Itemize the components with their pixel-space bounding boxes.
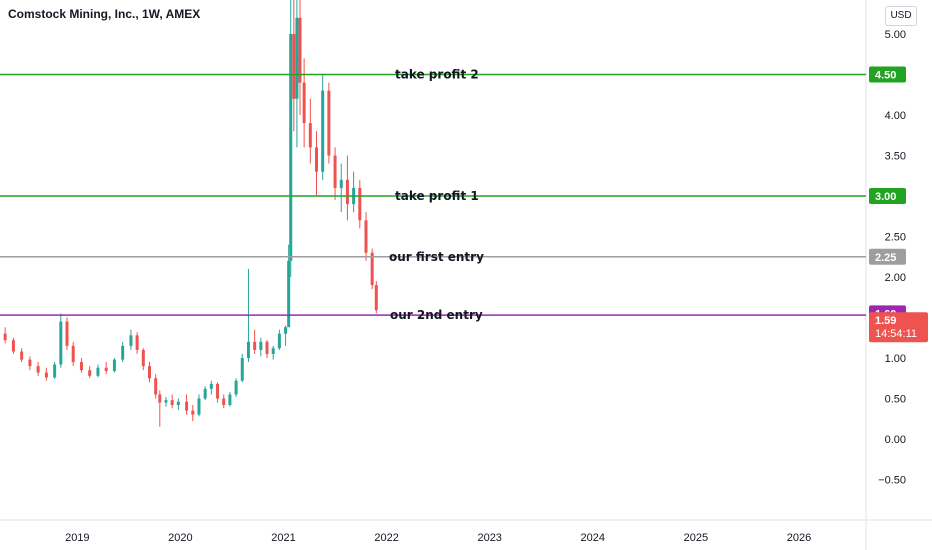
candle-body bbox=[222, 398, 226, 405]
candle-body bbox=[308, 123, 312, 148]
y-tick-label: 2.00 bbox=[885, 272, 906, 284]
candle-body bbox=[358, 187, 362, 221]
candle-body bbox=[228, 394, 232, 405]
candle-body bbox=[170, 400, 174, 405]
y-tick-label: 2.50 bbox=[885, 232, 906, 244]
x-tick-label: 2022 bbox=[374, 532, 398, 544]
y-tick-label: 0.00 bbox=[885, 434, 906, 446]
x-tick-label: 2025 bbox=[684, 532, 708, 544]
candle-body bbox=[112, 359, 116, 371]
level-line-label: take profit 2 bbox=[395, 68, 479, 82]
candle-body bbox=[327, 90, 331, 156]
candle-body bbox=[287, 260, 291, 328]
candle-body bbox=[271, 348, 275, 354]
price-tag bbox=[869, 188, 906, 205]
y-tick-label: −0.50 bbox=[878, 475, 906, 487]
candle-body bbox=[96, 367, 100, 376]
y-tick-label: 4.00 bbox=[885, 110, 906, 122]
x-tick-label: 2019 bbox=[65, 532, 89, 544]
candle-body bbox=[277, 333, 281, 349]
candle-body bbox=[374, 285, 378, 311]
price-tag bbox=[869, 66, 906, 83]
candle-body bbox=[289, 34, 293, 261]
candle-body bbox=[36, 366, 40, 373]
candle-body bbox=[53, 364, 57, 378]
candle-body bbox=[240, 358, 244, 381]
last-price-label: 1.59 bbox=[875, 315, 896, 327]
candle-body bbox=[203, 388, 207, 399]
price-tag-label: 4.50 bbox=[875, 70, 896, 82]
candle-body bbox=[129, 335, 133, 346]
candle-body bbox=[65, 321, 69, 346]
candle-body bbox=[44, 372, 48, 378]
y-tick-label: 3.50 bbox=[885, 151, 906, 163]
candle-body bbox=[154, 378, 158, 395]
symbol-title: Comstock Mining, Inc., 1W, AMEX bbox=[8, 7, 201, 21]
candle-body bbox=[197, 398, 201, 415]
price-tag-label: 2.25 bbox=[875, 252, 896, 264]
candle-body bbox=[71, 345, 75, 363]
candle-body bbox=[191, 410, 195, 415]
y-tick-label: 5.00 bbox=[885, 29, 906, 41]
candle-body bbox=[295, 17, 299, 99]
candle-body bbox=[185, 401, 189, 411]
candle-body bbox=[259, 341, 263, 350]
last-price-tag bbox=[869, 312, 928, 343]
candle-body bbox=[302, 82, 306, 124]
x-tick-label: 2026 bbox=[787, 532, 811, 544]
candle-body bbox=[20, 351, 24, 360]
level-line-label: take profit 1 bbox=[395, 189, 479, 203]
price-tag bbox=[869, 248, 906, 265]
y-tick-label: 0.50 bbox=[885, 394, 906, 406]
candle-body bbox=[364, 220, 368, 253]
candle-body bbox=[79, 362, 83, 371]
candle-body bbox=[88, 370, 92, 376]
candle-body bbox=[147, 366, 151, 379]
y-tick-label: 1.00 bbox=[885, 353, 906, 365]
level-line-label: our first entry bbox=[389, 250, 484, 264]
candle-body bbox=[121, 345, 125, 360]
candle-body bbox=[11, 340, 15, 352]
candle-body bbox=[333, 155, 337, 188]
candle-body bbox=[246, 341, 250, 359]
candle-body bbox=[3, 333, 7, 341]
x-tick-label: 2021 bbox=[271, 532, 295, 544]
x-tick-label: 2020 bbox=[168, 532, 192, 544]
candle-body bbox=[265, 341, 269, 354]
candle-body bbox=[234, 380, 238, 395]
x-tick-label: 2024 bbox=[581, 532, 605, 544]
candle-body bbox=[59, 321, 63, 365]
candle-body bbox=[284, 327, 288, 334]
level-line-label: our 2nd entry bbox=[390, 308, 483, 322]
x-tick-label: 2023 bbox=[477, 532, 501, 544]
candle-body bbox=[298, 17, 302, 83]
candle-body bbox=[339, 179, 343, 188]
candle-body bbox=[141, 349, 145, 367]
candle-body bbox=[345, 179, 349, 205]
candle-body bbox=[253, 341, 257, 350]
candle-body bbox=[216, 383, 220, 399]
candle-body bbox=[164, 400, 168, 403]
candle-body bbox=[158, 394, 162, 403]
candle-body bbox=[315, 147, 319, 172]
candle-body bbox=[370, 252, 374, 286]
candle-body bbox=[28, 359, 32, 367]
candle-body bbox=[209, 383, 213, 389]
currency-button[interactable]: USD bbox=[885, 6, 917, 26]
candle-body bbox=[176, 401, 180, 405]
price-tag-label: 3.00 bbox=[875, 191, 896, 203]
candle-body bbox=[321, 90, 325, 172]
bar-countdown-label: 14:54:11 bbox=[875, 328, 917, 340]
candle-body bbox=[135, 335, 139, 350]
candle-body bbox=[292, 34, 296, 99]
candle-body bbox=[104, 367, 108, 371]
